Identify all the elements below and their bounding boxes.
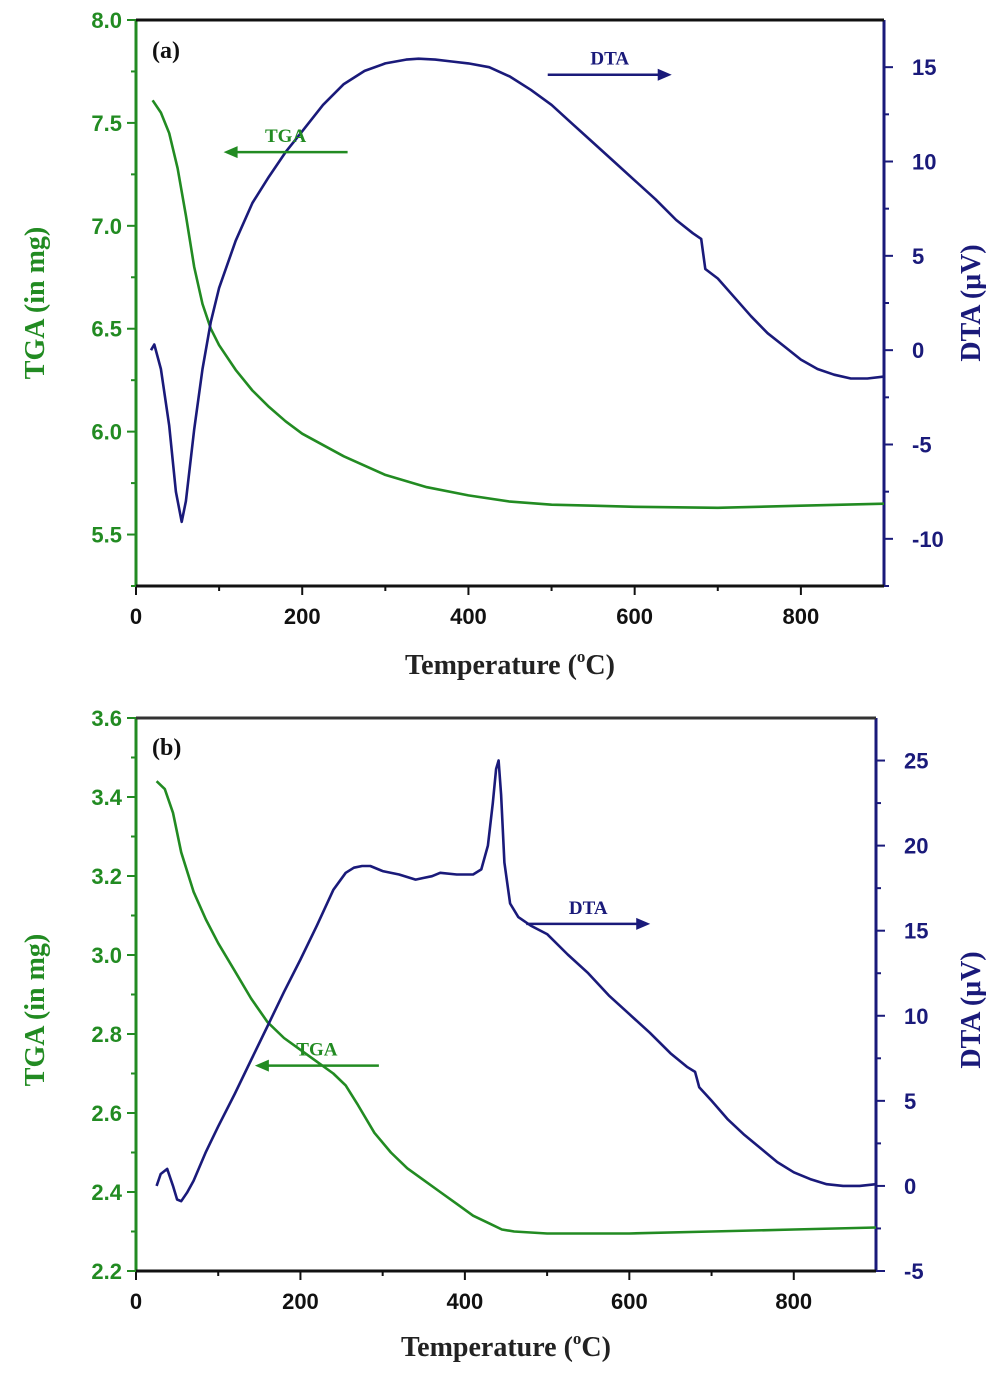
- x-tick-label: 800: [775, 1289, 812, 1314]
- right-y-tick-label: 0: [912, 338, 924, 363]
- left-y-tick-label: 2.4: [91, 1180, 122, 1205]
- x-tick-label: 400: [447, 1289, 484, 1314]
- annotation-label-dta: DTA: [569, 898, 608, 919]
- right-y-tick-label: 0: [904, 1174, 916, 1199]
- right-y-tick-label: 10: [904, 1004, 928, 1029]
- left-y-tick-label: 3.6: [91, 706, 122, 731]
- x-tick-label: 0: [130, 604, 142, 629]
- right-y-tick-label: -5: [904, 1259, 924, 1284]
- x-tick-label: 200: [282, 1289, 319, 1314]
- left-y-tick-label: 3.2: [91, 864, 122, 889]
- left-y-tick-label: 6.5: [91, 317, 122, 342]
- right-y-tick-label: 25: [904, 749, 928, 774]
- x-tick-label: 400: [450, 604, 487, 629]
- panel-label: (b): [152, 735, 181, 761]
- x-tick-label: 600: [611, 1289, 648, 1314]
- right-y-tick-label: 15: [912, 55, 936, 80]
- left-y-tick-label: 3.4: [91, 785, 122, 810]
- x-tick-label: 800: [783, 604, 820, 629]
- series-line-dta: [155, 759, 877, 1203]
- annotation-label-tga: TGA: [265, 126, 306, 147]
- annotation-arrow-head: [657, 68, 672, 81]
- annotation-arrow-head: [254, 1059, 269, 1072]
- left-y-axis-title: TGA (in mg): [20, 934, 51, 1086]
- right-y-tick-label: -10: [912, 527, 944, 552]
- x-axis-title: Temperature (oC): [405, 647, 615, 681]
- annotation-label-dta: DTA: [590, 49, 629, 70]
- x-tick-label: 0: [130, 1289, 142, 1314]
- x-axis-title-superscript: o: [573, 1329, 582, 1348]
- annotation-arrow-head: [636, 917, 651, 930]
- chart-panel-a: 0 200 400 600 800 5.5 6.0 6.5 7.0 7.5 8.0 -10 -5 0 5 10…: [20, 8, 987, 681]
- right-y-tick-label: 20: [904, 834, 928, 859]
- series-line-tga: [151, 99, 885, 510]
- x-axis-title-main: Temperature (: [405, 650, 577, 681]
- left-y-tick-label: 7.0: [91, 214, 122, 239]
- left-y-tick-label: 3.0: [91, 943, 122, 968]
- x-axis-title: Temperature (oC): [401, 1329, 611, 1363]
- series-line-dta: [149, 57, 885, 524]
- annotation-label-tga: TGA: [296, 1040, 337, 1061]
- annotation-arrow-head: [223, 146, 238, 159]
- left-y-tick-label: 2.8: [91, 1022, 122, 1047]
- right-y-tick-label: 10: [912, 150, 936, 175]
- left-y-tick-label: 5.5: [91, 523, 122, 548]
- right-y-axis-title: DTA (μV): [956, 951, 987, 1068]
- panel-label: (a): [152, 38, 180, 64]
- chart-panel-b: 0 200 400 600 800 2.2 2.4 2.6 2.8 3.0 3.2 3.4 3.6 -5 0…: [20, 706, 987, 1363]
- left-y-axis-title: TGA (in mg): [20, 227, 51, 379]
- left-y-tick-label: 6.0: [91, 420, 122, 445]
- x-axis-title-end: C): [581, 1332, 611, 1363]
- x-tick-label: 600: [616, 604, 653, 629]
- x-axis-title-main: Temperature (: [401, 1332, 573, 1363]
- right-y-axis-title: DTA (μV): [956, 244, 987, 361]
- right-y-tick-label: 15: [904, 919, 928, 944]
- x-tick-label: 200: [284, 604, 321, 629]
- left-y-tick-label: 2.6: [91, 1101, 122, 1126]
- x-axis-title-superscript: o: [577, 647, 586, 666]
- right-y-tick-label: 5: [904, 1089, 916, 1114]
- right-y-tick-label: 5: [912, 244, 924, 269]
- left-y-tick-label: 2.2: [91, 1259, 122, 1284]
- series-line-tga: [155, 780, 877, 1235]
- left-y-tick-label: 8.0: [91, 8, 122, 33]
- x-axis-title-end: C): [585, 650, 615, 681]
- left-y-tick-label: 7.5: [91, 111, 122, 136]
- right-y-tick-label: -5: [912, 433, 932, 458]
